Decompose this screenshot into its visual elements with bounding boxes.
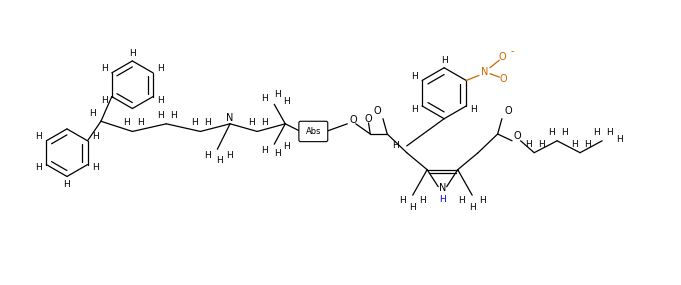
Text: H: H	[274, 149, 281, 158]
Text: N: N	[439, 182, 446, 193]
Text: H: H	[101, 64, 108, 73]
Text: O: O	[373, 106, 381, 116]
Text: H: H	[561, 128, 568, 137]
Text: H: H	[63, 180, 70, 189]
Text: N: N	[481, 67, 488, 77]
Text: H: H	[469, 203, 475, 211]
Text: O: O	[365, 114, 373, 124]
Text: H: H	[525, 140, 532, 149]
Text: H: H	[616, 135, 622, 144]
Text: Abs: Abs	[306, 127, 321, 136]
Text: H: H	[283, 142, 290, 151]
Text: O: O	[513, 131, 521, 141]
Text: H: H	[471, 105, 477, 114]
Text: O: O	[349, 115, 357, 125]
Text: H: H	[479, 196, 486, 205]
Text: H: H	[571, 140, 577, 149]
Text: H: H	[204, 119, 211, 127]
Text: H: H	[584, 140, 591, 149]
Text: H: H	[204, 151, 210, 160]
Text: H: H	[123, 119, 130, 127]
Text: H: H	[409, 203, 416, 211]
Text: H: H	[419, 196, 426, 205]
Text: H: H	[593, 128, 599, 137]
Text: -: -	[510, 46, 514, 56]
Text: N: N	[226, 113, 234, 123]
Text: H: H	[191, 119, 197, 127]
Text: H: H	[226, 151, 233, 160]
Text: H: H	[439, 195, 446, 204]
Text: H: H	[458, 196, 465, 205]
Text: H: H	[283, 97, 290, 106]
Text: H: H	[129, 49, 136, 58]
Text: H: H	[35, 132, 42, 141]
Text: H: H	[261, 146, 268, 155]
Text: H: H	[441, 56, 447, 65]
Text: H: H	[35, 164, 42, 172]
Text: O: O	[500, 74, 507, 84]
Text: H: H	[216, 156, 223, 165]
Text: H: H	[157, 111, 163, 120]
Text: H: H	[274, 90, 281, 99]
Text: H: H	[101, 95, 108, 105]
Text: H: H	[411, 72, 418, 81]
Text: H: H	[92, 164, 99, 172]
FancyBboxPatch shape	[299, 121, 328, 142]
Text: H: H	[171, 111, 177, 120]
Text: H: H	[248, 119, 255, 127]
Text: H: H	[548, 128, 554, 137]
Text: H: H	[261, 94, 268, 103]
Text: H: H	[157, 95, 164, 105]
Text: H: H	[92, 132, 99, 141]
Text: H: H	[399, 196, 406, 205]
Text: H: H	[411, 105, 418, 114]
Text: O: O	[504, 106, 511, 116]
Text: H: H	[392, 141, 399, 150]
Text: H: H	[539, 140, 545, 149]
Text: H: H	[606, 128, 613, 137]
Text: O: O	[498, 52, 506, 62]
Text: H: H	[262, 119, 268, 127]
Text: H: H	[89, 109, 96, 118]
Text: H: H	[157, 64, 164, 73]
Text: H: H	[137, 119, 144, 127]
